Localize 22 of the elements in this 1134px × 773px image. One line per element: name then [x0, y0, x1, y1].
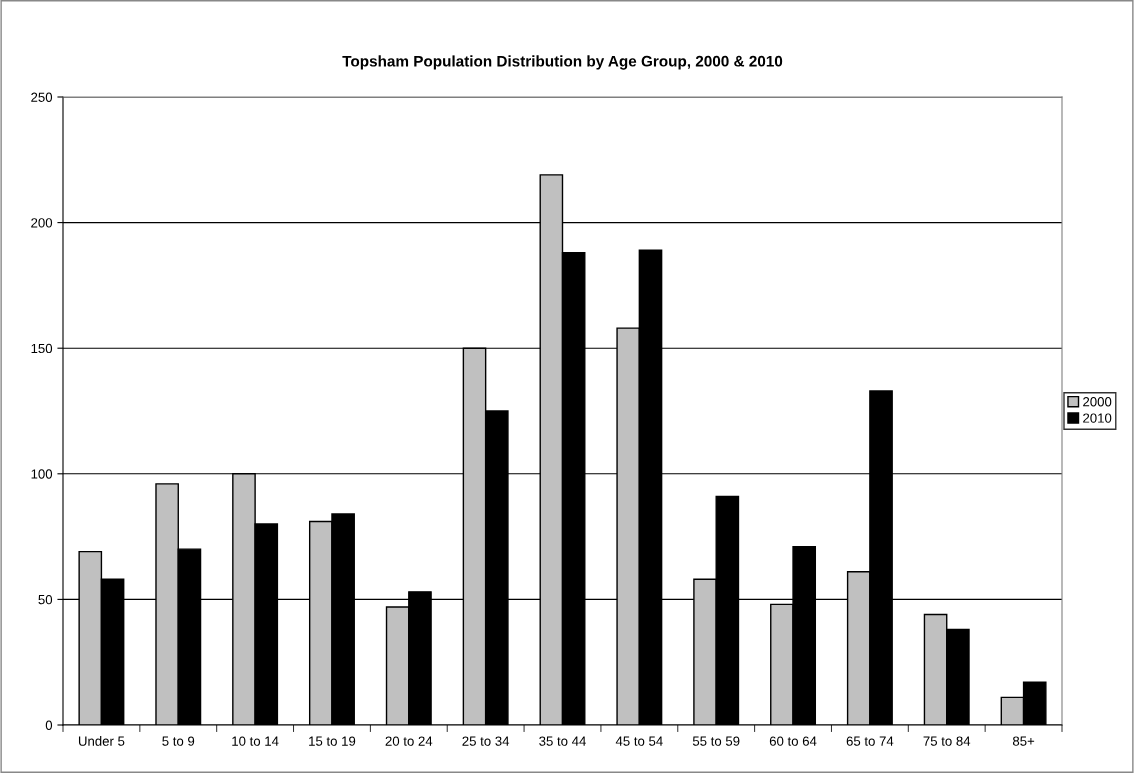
y-tick-label: 100 [31, 469, 53, 479]
y-tick-label: 50 [38, 594, 53, 605]
x-tick-label: 45 to 54 [615, 736, 663, 746]
x-tick-label: 15 to 19 [309, 736, 356, 746]
y-tick-label: 150 [31, 343, 53, 354]
x-tick-label: Under 5 [78, 736, 125, 746]
x-tick-label: 60 to 64 [769, 736, 817, 746]
y-tick-label: 250 [31, 92, 53, 102]
x-tick-label: 55 to 59 [692, 736, 740, 746]
x-tick-label: 25 to 34 [462, 736, 510, 746]
y-tick-label: 200 [31, 218, 53, 228]
x-tick-label: 65 to 74 [846, 736, 894, 746]
legend-label: 2000 [1083, 397, 1112, 407]
legend-label: 2010 [1083, 413, 1112, 423]
x-tick-label: 35 to 44 [539, 736, 586, 746]
chart-title: Topsham Population Distribution by Age Group, 2000 & 2010 [342, 55, 783, 70]
x-tick-label: 10 to 14 [232, 736, 279, 746]
x-tick-label: 5 to 9 [162, 736, 195, 746]
x-tick-label: 75 to 84 [923, 736, 971, 746]
x-tick-label: 85+ [1012, 736, 1035, 746]
y-tick-label: 0 [45, 720, 53, 730]
x-tick-label: 20 to 24 [385, 736, 433, 746]
